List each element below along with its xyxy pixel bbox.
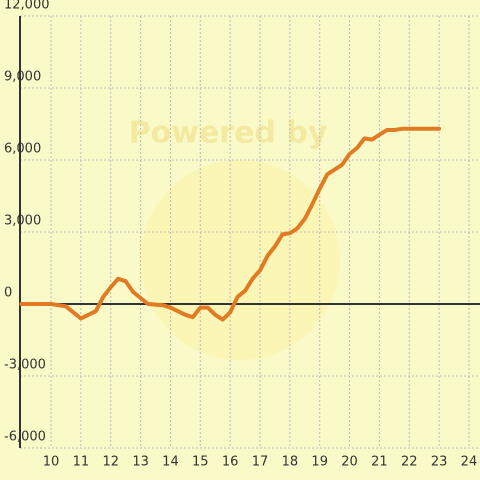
x-tick-label: 12: [102, 455, 119, 470]
y-tick-label: 0: [4, 286, 12, 301]
x-tick-label: 11: [73, 455, 90, 470]
x-tick-label: 18: [282, 455, 299, 470]
x-tick-label: 16: [222, 455, 239, 470]
x-tick-label: 20: [341, 455, 358, 470]
watermark: Powered by: [129, 116, 328, 151]
x-tick-label: 10: [43, 455, 60, 470]
x-tick-label: 13: [132, 455, 149, 470]
x-tick-label: 17: [252, 455, 269, 470]
x-tick-label: 19: [311, 455, 328, 470]
x-tick-label: 14: [162, 455, 179, 470]
y-tick-label: 12,000: [4, 0, 50, 13]
x-tick-label: 24: [461, 455, 478, 470]
x-tick-label: 23: [431, 455, 448, 470]
y-tick-label: 3,000: [4, 214, 41, 229]
x-tick-label: 22: [401, 455, 418, 470]
x-tick-label: 21: [371, 455, 388, 470]
y-tick-label: 9,000: [4, 70, 41, 85]
y-tick-label: -3,000: [4, 358, 46, 373]
data-line: [19, 126, 442, 322]
x-tick-label: 15: [192, 455, 209, 470]
y-tick-label: 6,000: [4, 142, 41, 157]
y-tick-label: -6,000: [4, 430, 46, 445]
